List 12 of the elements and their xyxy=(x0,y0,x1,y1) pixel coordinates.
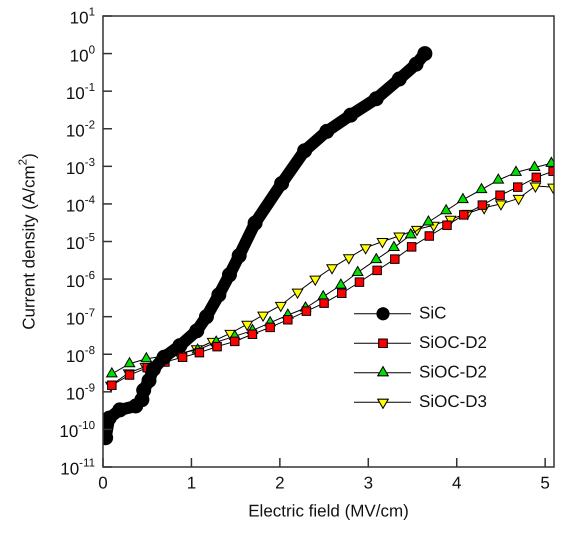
x-tick-label: 0 xyxy=(98,474,108,493)
legend-label: SiC xyxy=(419,303,446,322)
legend-label: SiOC-D2 xyxy=(419,362,488,382)
x-tick-label: 5 xyxy=(540,474,550,493)
x-tick-label: 3 xyxy=(364,474,374,493)
y-axis-title: Current density (A/cm2) xyxy=(18,153,39,330)
legend-label: SiOC-D2 xyxy=(419,332,488,352)
x-tick-label: 4 xyxy=(452,474,462,493)
x-tick-label: 2 xyxy=(275,474,285,493)
legend-label: SiOC-D3 xyxy=(419,392,488,411)
x-tick-label: 1 xyxy=(186,474,196,493)
x-axis-title: Electric field (MV/cm) xyxy=(248,502,409,521)
